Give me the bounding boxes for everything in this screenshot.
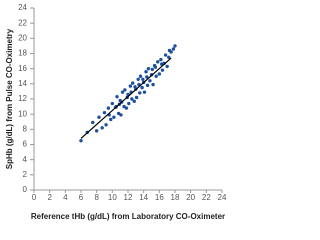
data-point: [145, 83, 150, 88]
y-tick-label: 16: [18, 64, 27, 73]
data-point: [142, 90, 147, 94]
x-axis-title: Reference tHb (g/dL) from Laboratory CO-…: [31, 212, 225, 221]
x-tick-label: 20: [186, 193, 195, 202]
data-point: [128, 84, 133, 88]
data-point: [131, 81, 135, 85]
data-point: [146, 66, 151, 71]
x-tick-label: 2: [47, 193, 52, 202]
x-tick-label: 10: [108, 193, 117, 202]
data-point: [159, 57, 163, 62]
x-tick-label: 4: [63, 193, 68, 202]
y-tick-label: 8: [23, 124, 28, 133]
data-point: [115, 95, 119, 99]
chart: Reference tHb (g/dL) from Laboratory CO-…: [5, 3, 227, 221]
y-tick-label: 10: [18, 109, 27, 118]
y-tick-label: 6: [23, 140, 28, 149]
y-tick-label: 22: [18, 18, 27, 27]
data-point: [173, 44, 177, 48]
data-point: [94, 129, 99, 133]
data-point: [97, 115, 101, 119]
x-tick-label: 16: [155, 193, 164, 202]
data-point: [136, 77, 140, 81]
data-point: [132, 99, 136, 103]
data-point: [156, 60, 160, 64]
data-point: [109, 117, 113, 122]
data-point: [127, 101, 131, 106]
data-point: [163, 53, 168, 57]
data-point: [91, 120, 95, 125]
x-tick-label: 22: [202, 193, 211, 202]
data-point: [154, 74, 158, 78]
data-point: [112, 115, 116, 119]
data-point: [120, 90, 125, 94]
data-point: [144, 70, 148, 74]
data-point: [153, 65, 158, 69]
x-tick-label: 6: [79, 193, 84, 202]
data-point: [110, 101, 115, 106]
y-tick-label: 4: [23, 155, 28, 164]
data-point: [106, 106, 111, 110]
data-point: [148, 79, 152, 83]
x-tick-label: 8: [94, 193, 99, 202]
data-point: [167, 48, 172, 53]
data-point: [130, 97, 134, 101]
page: {"chart_data": {"type": "scatter", "x_la…: [5, 3, 227, 222]
y-tick-label: 14: [18, 79, 27, 88]
data-point: [151, 82, 155, 87]
data-point: [138, 74, 143, 78]
data-point: [167, 55, 171, 59]
x-tick-label: 12: [124, 193, 133, 202]
data-point: [134, 95, 139, 100]
data-point: [100, 126, 104, 130]
data-point: [160, 68, 165, 72]
x-tick-label: 0: [32, 193, 37, 202]
data-point: [102, 110, 107, 115]
data-point: [119, 113, 123, 117]
data-point: [133, 85, 137, 89]
data-point: [79, 139, 83, 143]
y-axis-title: SpHb (g/dL) from Pulse CO-Oximetry: [5, 28, 14, 169]
y-tick-label: 2: [23, 170, 28, 179]
y-tick-label: 18: [18, 49, 27, 58]
x-tick-label: 18: [171, 193, 180, 202]
y-tick-label: 12: [18, 94, 27, 103]
data-point: [124, 106, 129, 110]
y-tick-label: 24: [18, 3, 27, 12]
data-point: [141, 77, 145, 81]
data-point: [171, 47, 176, 51]
data-point: [138, 91, 142, 95]
data-point: [150, 67, 154, 72]
data-point: [165, 64, 169, 69]
data-point: [123, 88, 127, 92]
x-tick-label: 14: [139, 193, 148, 202]
regression-line: [80, 57, 172, 139]
data-point: [140, 85, 144, 90]
data-point: [157, 72, 162, 76]
data-point: [145, 75, 149, 79]
y-tick-label: 0: [23, 185, 28, 194]
y-tick-label: 20: [18, 33, 27, 42]
x-tick-label: 24: [218, 193, 227, 202]
data-point: [104, 123, 108, 127]
